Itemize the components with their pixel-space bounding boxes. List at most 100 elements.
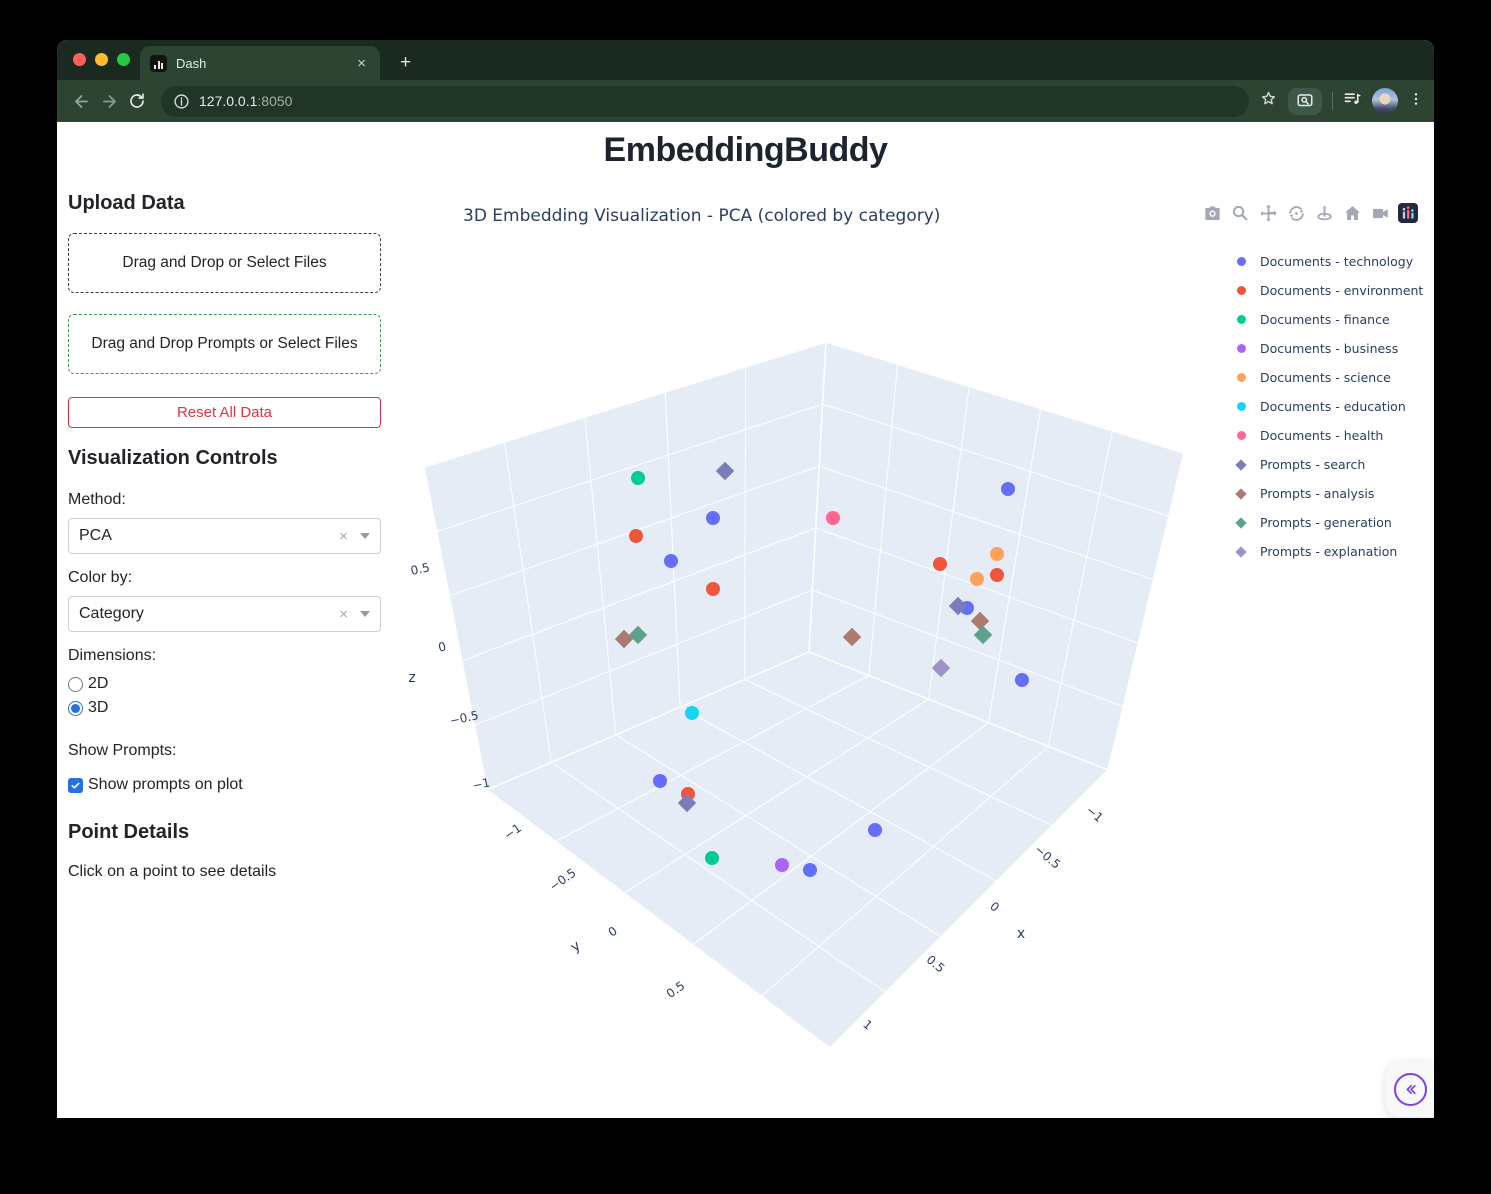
browser-titlebar: Dash × + (57, 40, 1434, 80)
svg-text:0: 0 (606, 924, 620, 940)
legend-item[interactable]: Prompts - generation (1233, 508, 1423, 537)
browser-window: Dash × + 127.0.0.1:8050 (57, 40, 1434, 1118)
clear-selection-icon[interactable]: × (339, 605, 348, 623)
legend-item[interactable]: Documents - environment (1233, 276, 1423, 305)
orbital-rotation-icon[interactable] (1284, 202, 1308, 224)
color-by-label: Color by: (68, 569, 133, 586)
legend-label: Prompts - search (1260, 457, 1366, 472)
legend-marker-diamond-icon (1233, 545, 1249, 558)
plot-legend: Documents - technology Documents - enviro… (1233, 247, 1423, 566)
legend-marker-diamond-icon (1233, 487, 1249, 500)
radio-icon[interactable] (68, 676, 83, 692)
legend-marker-circle-icon (1233, 257, 1249, 266)
method-label: Method: (68, 491, 126, 508)
legend-marker-circle-icon (1233, 286, 1249, 295)
forward-button[interactable] (95, 87, 123, 115)
dimensions-label: Dimensions: (68, 647, 157, 664)
legend-item[interactable]: Documents - technology (1233, 247, 1423, 276)
dash-devtools-toggle[interactable] (1386, 1062, 1434, 1117)
star-icon (1261, 91, 1276, 105)
app-content: EmbeddingBuddy Upload Data Drag and Drop… (57, 122, 1434, 1118)
browser-tab-dash[interactable]: Dash × (140, 46, 380, 80)
zoom-icon[interactable] (1228, 202, 1252, 224)
legend-label: Documents - education (1260, 399, 1406, 414)
tab-search-icon (1297, 94, 1313, 107)
dimensions-radio-2d[interactable]: 2D (68, 672, 381, 696)
legend-label: Documents - business (1260, 341, 1399, 356)
legend-marker-circle-icon (1233, 344, 1249, 353)
pan-icon[interactable] (1256, 202, 1280, 224)
reset-all-data-button[interactable]: Reset All Data (68, 397, 381, 428)
svg-text:z: z (408, 670, 415, 686)
svg-text:0: 0 (437, 639, 447, 654)
color-by-selected-value: Category (79, 605, 144, 622)
svg-text:−0.5: −0.5 (547, 866, 579, 894)
zoom-window-button[interactable] (117, 53, 130, 66)
page-title: EmbeddingBuddy (603, 131, 888, 169)
radio-2d-label: 2D (88, 675, 109, 692)
legend-label: Prompts - generation (1260, 515, 1392, 530)
scatter3d-canvas[interactable]: −1 −0.5 0 0.5 1 x −1 −0.5 0 0.5 y 0.5 0 −0.5 −1 z (400, 190, 1434, 1070)
svg-text:−1: −1 (1083, 803, 1106, 825)
svg-text:−1: −1 (501, 821, 524, 843)
legend-label: Documents - technology (1260, 254, 1414, 269)
chevron-down-icon[interactable] (360, 611, 370, 617)
checkbox-checked-icon[interactable] (68, 777, 83, 793)
bookmark-star-button[interactable] (1259, 89, 1278, 113)
legend-item[interactable]: Documents - education (1233, 392, 1423, 421)
legend-item[interactable]: Prompts - analysis (1233, 479, 1423, 508)
upload-files-dropzone[interactable]: Drag and Drop or Select Files (68, 233, 381, 293)
url-text: 127.0.0.1:8050 (199, 93, 292, 109)
svg-text:0.5: 0.5 (409, 560, 431, 578)
method-dropdown[interactable]: PCA × (68, 518, 381, 554)
sidebar: Upload Data Drag and Drop or Select File… (68, 192, 381, 897)
media-playlist-icon (1344, 93, 1361, 105)
legend-item[interactable]: Documents - finance (1233, 305, 1423, 334)
url-bar[interactable]: 127.0.0.1:8050 (161, 85, 1249, 117)
chevron-down-icon[interactable] (360, 533, 370, 539)
reload-icon (130, 93, 144, 108)
browser-toolbar: 127.0.0.1:8050 (57, 80, 1434, 122)
browser-menu-button[interactable] (1408, 91, 1424, 112)
close-window-button[interactable] (73, 53, 86, 66)
upload-prompts-dropzone[interactable]: Drag and Drop Prompts or Select Files (68, 314, 381, 374)
legend-item[interactable]: Documents - science (1233, 363, 1423, 392)
legend-marker-circle-icon (1233, 431, 1249, 440)
plotly-logo-icon[interactable] (1396, 202, 1420, 224)
dimensions-radio-3d[interactable]: 3D (68, 696, 381, 720)
close-tab-icon[interactable]: × (357, 54, 366, 72)
site-info-icon[interactable] (173, 93, 190, 110)
reload-button[interactable] (123, 87, 151, 115)
legend-item[interactable]: Prompts - explanation (1233, 537, 1423, 566)
profile-avatar[interactable] (1372, 88, 1398, 114)
forward-arrow-icon (102, 94, 116, 108)
toolbar-right-icons (1259, 87, 1424, 115)
legend-item[interactable]: Prompts - search (1233, 450, 1423, 479)
plotly-modebar (1200, 202, 1420, 224)
tab-title: Dash (176, 55, 207, 71)
media-controls-button[interactable] (1343, 89, 1362, 113)
camera-icon[interactable] (1200, 202, 1224, 224)
legend-item[interactable]: Documents - health (1233, 421, 1423, 450)
radio-3d-label: 3D (88, 699, 109, 716)
toolbar-divider (1332, 92, 1333, 110)
show-prompts-option[interactable]: Show prompts on plot (68, 773, 381, 797)
svg-text:−0.5: −0.5 (1032, 842, 1063, 871)
reset-camera-last-save-icon[interactable] (1368, 202, 1392, 224)
legend-marker-diamond-icon (1233, 516, 1249, 529)
tab-search-button[interactable] (1288, 87, 1322, 115)
new-tab-button[interactable]: + (400, 52, 412, 73)
color-by-dropdown[interactable]: Category × (68, 596, 381, 632)
traffic-lights (73, 53, 130, 66)
svg-text:0.5: 0.5 (924, 952, 948, 975)
svg-text:0.5: 0.5 (664, 979, 688, 1001)
legend-item[interactable]: Documents - business (1233, 334, 1423, 363)
clear-selection-icon[interactable]: × (339, 527, 348, 545)
svg-text:y: y (568, 938, 584, 956)
reset-camera-home-icon[interactable] (1340, 202, 1364, 224)
radio-icon[interactable] (68, 700, 83, 716)
turntable-rotation-icon[interactable] (1312, 202, 1336, 224)
minimize-window-button[interactable] (95, 53, 108, 66)
back-button[interactable] (67, 87, 95, 115)
method-selected-value: PCA (79, 527, 112, 544)
